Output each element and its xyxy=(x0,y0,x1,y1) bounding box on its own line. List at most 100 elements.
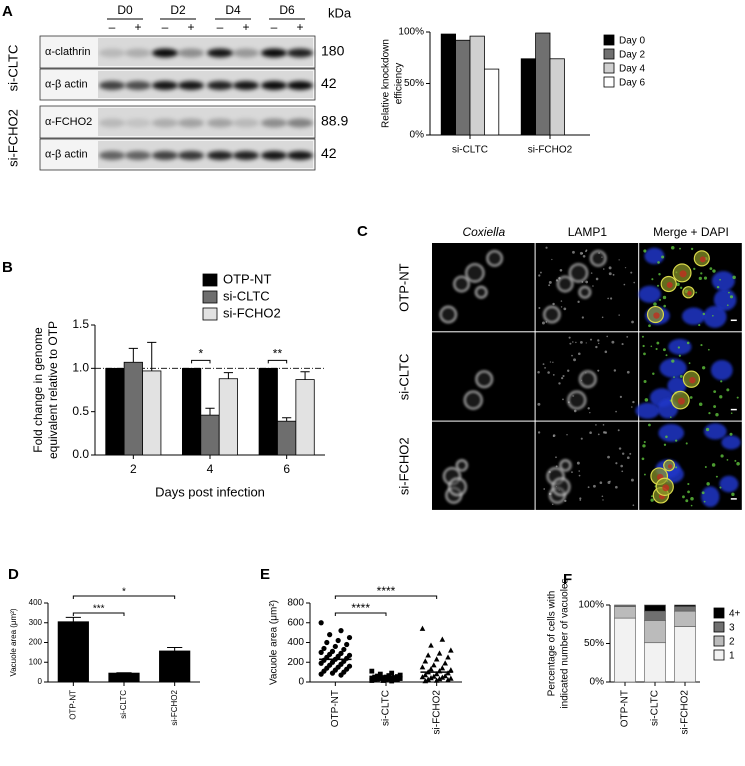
lamp1-speck xyxy=(609,480,611,483)
lamp1-speck xyxy=(603,268,605,270)
blot-band xyxy=(287,81,313,90)
lamp1-speck xyxy=(597,369,600,372)
data-point xyxy=(392,677,397,683)
lamp1-speck xyxy=(702,312,706,316)
lamp1-speck xyxy=(549,361,552,363)
coxiella-red xyxy=(667,464,673,469)
lamp1-speck xyxy=(665,435,668,439)
x-tick-label: si-CLTC xyxy=(381,690,392,726)
lamp1-speck xyxy=(642,344,645,348)
lamp1-speck xyxy=(708,412,711,415)
data-point xyxy=(439,674,446,680)
lamp1-speck xyxy=(567,369,570,372)
bar xyxy=(159,650,191,683)
lamp1-speck xyxy=(595,345,598,349)
coxiella-red xyxy=(687,291,692,296)
lane-label: D6 xyxy=(279,3,295,17)
lamp1-speck xyxy=(619,395,623,398)
y-tick-label: 0 xyxy=(298,677,304,688)
data-point xyxy=(433,677,440,683)
lane-label: D4 xyxy=(225,3,241,17)
lamp1-speck xyxy=(698,324,701,327)
error-bar xyxy=(223,372,233,379)
bar-segment xyxy=(674,606,696,612)
significance-label: * xyxy=(122,587,126,598)
lamp1-speck xyxy=(707,348,710,351)
lamp1-speck xyxy=(585,250,587,253)
x-tick-label: OTP-NT xyxy=(68,690,77,720)
lamp1-speck xyxy=(729,432,733,436)
lamp1-speck xyxy=(641,457,645,461)
coxiella-vacuole xyxy=(453,275,470,293)
lamp1-speck xyxy=(623,283,626,286)
bar xyxy=(181,367,202,456)
lamp1-speck xyxy=(551,258,553,261)
coxiella-vacuole xyxy=(465,263,485,283)
treatment-label: + xyxy=(187,20,194,34)
data-point xyxy=(369,668,375,674)
lamp1-speck xyxy=(555,456,557,459)
bar xyxy=(218,378,238,456)
lamp1-speck xyxy=(663,443,667,446)
blot-band xyxy=(207,48,233,58)
lamp1-speck xyxy=(552,302,555,306)
lamp1-vacuole xyxy=(543,305,561,324)
legend-label: 4+ xyxy=(729,609,741,620)
significance-label: ** xyxy=(273,347,283,361)
blot-band xyxy=(178,48,204,58)
lamp1-speck xyxy=(545,246,548,249)
x-tick-label: si-FCHO2 xyxy=(431,690,442,735)
panel-letter: E xyxy=(260,566,270,583)
bar xyxy=(483,68,500,136)
lamp1-vacuole xyxy=(556,275,574,293)
lamp1-speck xyxy=(644,398,649,402)
lamp1-speck xyxy=(650,345,653,348)
y-axis-label: Relative knockdown xyxy=(381,39,392,128)
data-point xyxy=(422,658,429,664)
bar-segment xyxy=(644,604,666,612)
blot-band xyxy=(233,151,259,160)
lamp1-speck xyxy=(540,271,542,274)
lamp1-speck xyxy=(581,316,584,319)
lamp1-speck xyxy=(580,437,583,440)
lamp1-speck xyxy=(573,358,577,362)
lamp1-speck xyxy=(682,495,685,499)
lamp1-speck xyxy=(568,336,571,339)
error-bar xyxy=(128,347,138,363)
coxiella-red xyxy=(699,256,706,263)
legend-swatch xyxy=(713,607,725,619)
lamp1-speck xyxy=(595,424,597,426)
lamp1-speck xyxy=(573,409,577,413)
y-tick-label: 300 xyxy=(29,618,43,627)
lamp1-speck xyxy=(537,431,541,434)
treatment-label: – xyxy=(217,20,224,34)
significance-label: **** xyxy=(377,584,396,598)
data-point xyxy=(380,678,386,683)
lamp1-speck xyxy=(545,321,548,323)
lamp1-speck xyxy=(564,499,567,503)
lamp1-speck xyxy=(680,286,683,289)
x-tick-label: 6 xyxy=(283,462,290,476)
x-tick-label: si-CLTC xyxy=(650,690,661,726)
lamp1-speck xyxy=(579,499,582,501)
blot-band xyxy=(233,48,259,58)
nucleus xyxy=(719,475,739,493)
legend-label: Day 4 xyxy=(619,64,646,75)
data-point xyxy=(369,678,375,683)
lamp1-speck xyxy=(700,272,703,275)
data-point xyxy=(344,641,350,648)
lamp1-speck xyxy=(560,306,563,308)
lamp1-speck xyxy=(601,495,604,498)
data-point xyxy=(318,649,324,655)
blot-band xyxy=(99,81,125,90)
lamp1-speck xyxy=(715,412,719,417)
legend-swatch xyxy=(202,307,218,321)
lamp1-speck xyxy=(701,491,705,495)
coxiella-red xyxy=(677,397,685,405)
lamp1-speck xyxy=(736,462,740,466)
data-point xyxy=(448,667,454,673)
y-tick-label: 0 xyxy=(38,677,43,686)
lamp1-speck xyxy=(575,341,577,344)
nucleus xyxy=(721,435,741,450)
lamp1-speck xyxy=(538,274,541,277)
